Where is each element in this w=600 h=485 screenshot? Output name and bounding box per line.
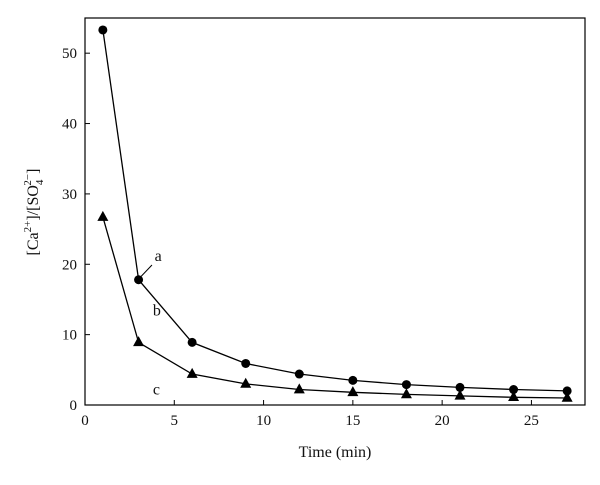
x-tick-label: 10 <box>256 413 271 429</box>
data-point-triangle <box>133 336 145 347</box>
data-point-circle <box>348 375 358 385</box>
data-point-triangle <box>561 391 573 402</box>
data-point-triangle <box>454 389 466 400</box>
x-tick-label: 15 <box>345 413 360 429</box>
y-tick-label: 20 <box>62 257 77 273</box>
series-line-1 <box>102 29 568 392</box>
data-point-triangle <box>186 367 198 378</box>
x-tick-label: 25 <box>524 413 539 429</box>
y-tick-label: 10 <box>62 328 77 344</box>
data-point-triangle <box>293 383 305 394</box>
x-tick-label: 5 <box>171 413 179 429</box>
series-layer <box>97 25 573 402</box>
x-tick-label: 20 <box>435 413 450 429</box>
data-point-circle <box>241 358 251 368</box>
y-tick-label: 0 <box>70 398 78 414</box>
data-point-circle <box>401 380 411 390</box>
data-point-circle <box>187 337 197 347</box>
y-axis-title: [Ca2+]/[SO42−] <box>22 169 46 256</box>
plot-frame <box>84 17 586 406</box>
data-point-circle <box>455 382 465 392</box>
data-point-triangle <box>400 388 412 399</box>
y-axis-ticks: 0 10 20 30 40 50 <box>62 46 90 414</box>
data-point-triangle <box>508 391 520 402</box>
y-tick-label: 50 <box>62 46 77 62</box>
data-point-triangle <box>97 210 109 221</box>
annotation-leader-a <box>140 264 153 277</box>
data-point-triangle <box>347 386 359 397</box>
x-axis-title: Time (min) <box>299 444 372 461</box>
data-point-circle <box>509 385 519 395</box>
data-point-circle <box>134 275 144 285</box>
annotation-layer: a b c <box>140 248 162 398</box>
y-tick-label: 40 <box>62 117 77 133</box>
data-point-circle <box>562 386 572 396</box>
data-point-triangle <box>240 377 252 388</box>
annotation-a: a <box>155 248 162 265</box>
x-axis-ticks: 0 5 10 15 20 25 <box>81 400 539 429</box>
data-point-circle <box>98 25 108 35</box>
series-line-2 <box>102 216 568 399</box>
annotation-b: b <box>153 303 161 320</box>
x-tick-label: 0 <box>81 413 89 429</box>
annotation-c: c <box>153 381 160 398</box>
data-point-circle <box>294 369 304 379</box>
y-tick-label: 30 <box>62 187 77 203</box>
